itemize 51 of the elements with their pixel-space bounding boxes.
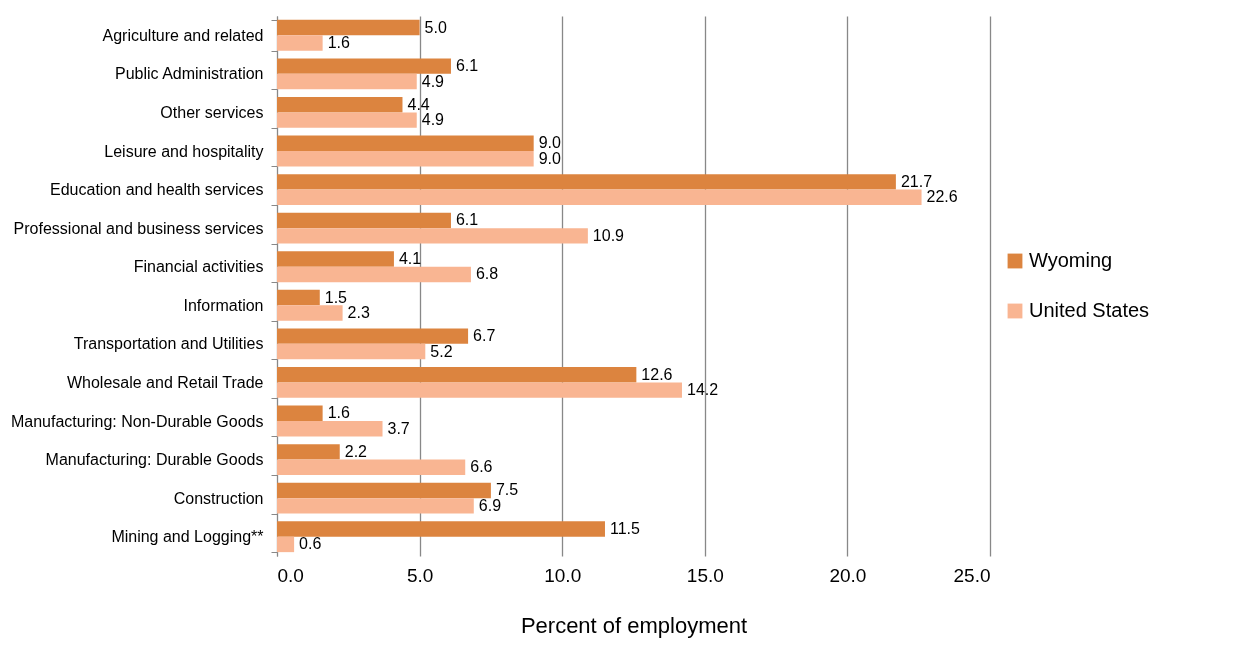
y-tick-label: Information: [183, 296, 264, 314]
data-label: 7.5: [495, 481, 519, 499]
y-tick-label: Construction: [173, 489, 264, 507]
data-label: 6.1: [455, 211, 479, 229]
data-label: 6.7: [473, 327, 496, 345]
legend-label: Wyoming: [1029, 249, 1113, 271]
y-tick-label: Manufacturing: Durable Goods: [45, 451, 264, 469]
y-tick-label: Professional and business services: [13, 219, 264, 237]
data-label: 4.9: [421, 111, 445, 129]
y-tick-label: Other services: [160, 103, 264, 121]
x-tick-label: 20.0: [829, 564, 867, 586]
data-label: 22.6: [926, 188, 958, 206]
data-label: 2.2: [344, 442, 368, 460]
data-label: 0.6: [299, 535, 322, 553]
data-label: 5.2: [430, 342, 453, 360]
y-tick-label: Wholesale and Retail Trade: [66, 373, 264, 391]
data-label: 4.1: [398, 250, 422, 267]
x-tick-label: 10.0: [544, 564, 582, 586]
y-tick-label: Education and health services: [50, 181, 264, 199]
data-label: 2.3: [347, 304, 370, 321]
data-label: 6.6: [470, 458, 493, 476]
data-label: 12.6: [641, 365, 673, 383]
data-label: 6.9: [478, 496, 502, 514]
y-tick-label: Financial activities: [133, 258, 264, 276]
data-label: 14.2: [686, 381, 719, 399]
data-label: 1.5: [324, 288, 348, 306]
y-tick-label: Mining and Logging**: [111, 528, 264, 546]
legend-label: United States: [1029, 299, 1150, 321]
y-tick-label: Public Administration: [114, 65, 264, 83]
data-label: 1.6: [327, 404, 350, 422]
data-label: 6.8: [475, 265, 499, 283]
data-label: 21.7: [900, 172, 933, 190]
data-label: 6.1: [455, 57, 479, 75]
data-label: 5.0: [424, 18, 447, 36]
y-tick-label: Transportation and Utilities: [73, 335, 264, 353]
data-label: 4.4: [407, 95, 430, 113]
y-tick-label: Agriculture and related: [102, 26, 264, 44]
data-label: 4.9: [421, 72, 445, 90]
x-tick-label: 0.0: [277, 564, 304, 586]
y-tick-label: Leisure and hospitality: [104, 142, 264, 160]
x-tick-label: 5.0: [406, 564, 434, 586]
y-tick-label: Manufacturing: Non-Durable Goods: [10, 412, 264, 430]
data-label: 1.6: [327, 34, 350, 51]
x-tick-label: 15.0: [686, 564, 724, 586]
x-axis-title: Percent of employment: [520, 612, 748, 638]
x-tick-label: 25.0: [953, 564, 991, 586]
data-label: 11.5: [609, 520, 641, 537]
data-label: 10.9: [592, 226, 625, 244]
data-label: 9.0: [538, 149, 562, 167]
data-label: 9.0: [538, 134, 562, 152]
data-label: 3.7: [387, 419, 410, 437]
